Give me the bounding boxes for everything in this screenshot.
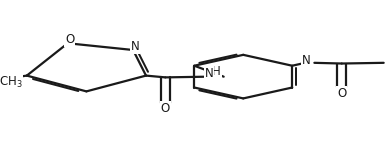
Text: O: O [161,102,170,115]
Text: O: O [337,87,346,100]
Text: CH$_3$: CH$_3$ [0,75,22,90]
Text: O: O [65,33,74,46]
Text: N: N [301,54,310,67]
Text: H: H [212,65,221,78]
Text: N: N [205,67,213,80]
Text: N: N [130,40,139,53]
Text: H: H [303,52,312,65]
